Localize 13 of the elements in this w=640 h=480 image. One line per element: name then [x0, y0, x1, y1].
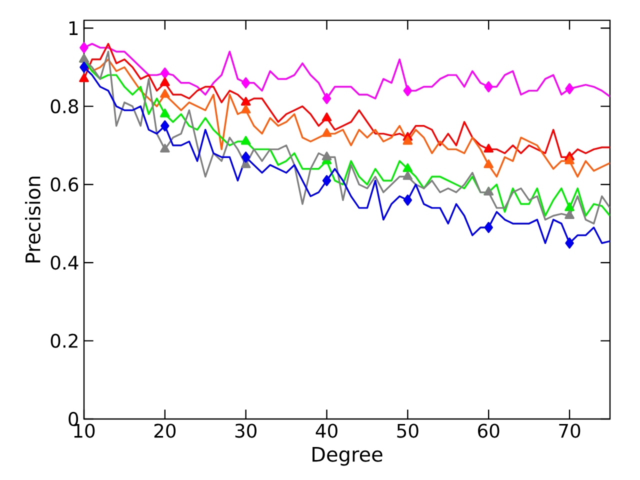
y-tick-label: 0.8: [50, 99, 78, 114]
y-axis-title: Precision: [24, 176, 40, 262]
x-tick-label: 60: [478, 424, 500, 438]
y-tick-label: 0.6: [50, 177, 78, 192]
x-tick-label: 40: [316, 424, 338, 438]
x-tick-label: 70: [559, 424, 580, 438]
x-tick-label: 20: [154, 424, 176, 438]
x-axis-title: Degree: [312, 446, 382, 466]
y-tick-label: 0.4: [50, 256, 78, 270]
x-tick-label: 50: [397, 424, 418, 438]
x-tick-label: 30: [235, 424, 256, 438]
y-tick-label: 0.2: [50, 334, 78, 348]
y-tick-label: 1: [69, 21, 78, 35]
